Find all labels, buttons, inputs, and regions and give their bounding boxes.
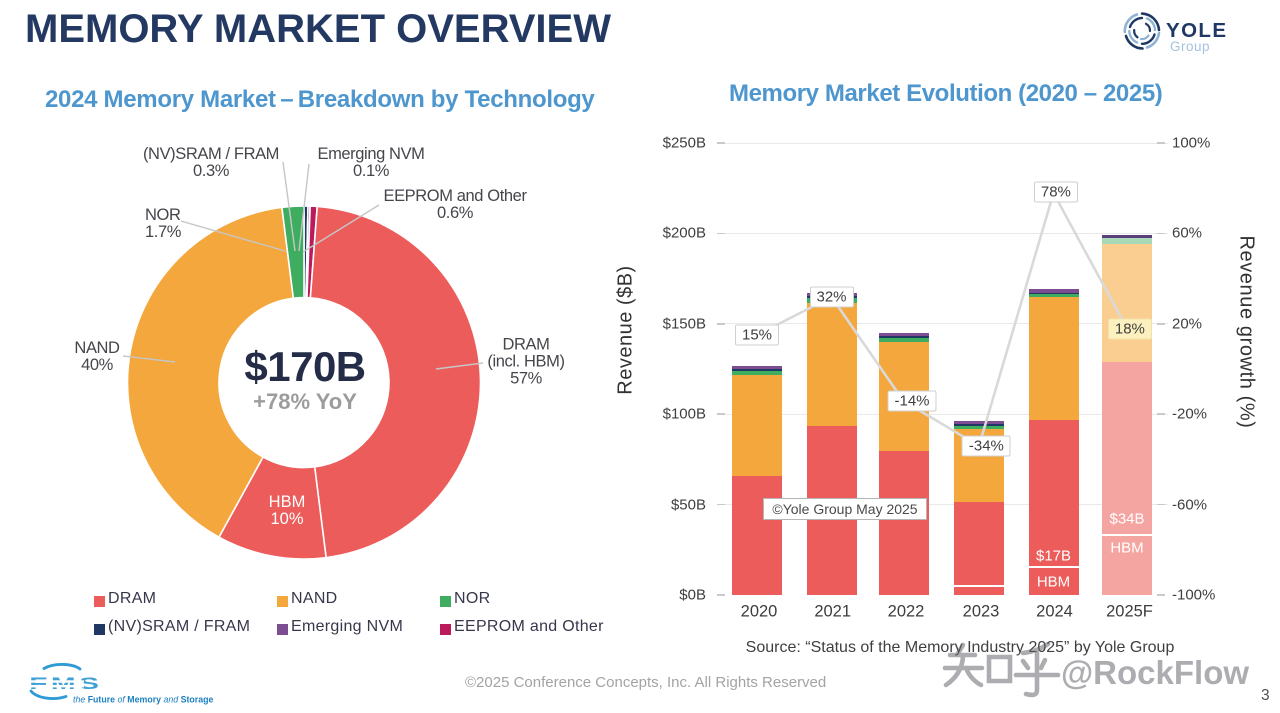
svg-text:YOLE: YOLE xyxy=(1166,19,1227,42)
svg-text:@RockFlow: @RockFlow xyxy=(1061,654,1249,691)
svg-text:the Future of Memory and Stora: the Future of Memory and Storage xyxy=(73,695,213,705)
svg-text:Group: Group xyxy=(1170,39,1210,54)
svg-text:FMS: FMS xyxy=(29,674,102,693)
